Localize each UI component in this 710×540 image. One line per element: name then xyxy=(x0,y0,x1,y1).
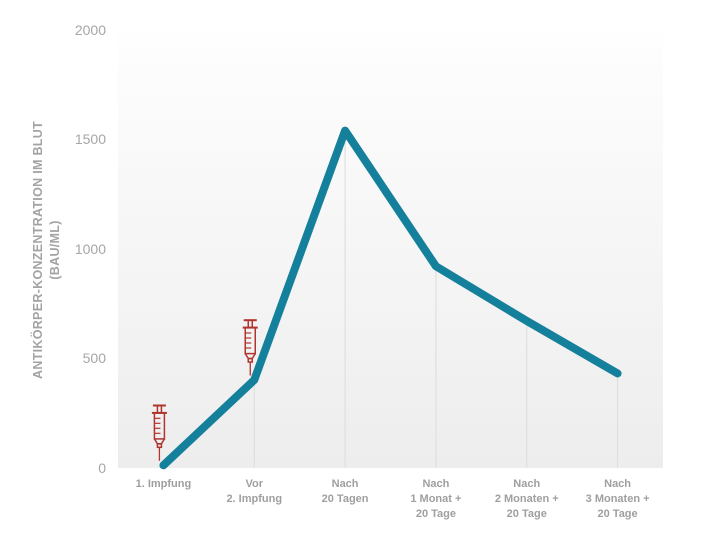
y-tick-label: 1000 xyxy=(74,240,106,257)
y-tick-label: 2000 xyxy=(74,22,106,38)
plot-area xyxy=(118,30,663,468)
antibody-line-series xyxy=(159,126,622,470)
x-category-label: 1. Impfung xyxy=(135,478,192,490)
syringe-icon xyxy=(151,404,167,461)
x-category-label: Nach 1 Monat + 20 Tage xyxy=(410,478,462,520)
x-category-label: Nach 20 Tagen xyxy=(321,478,369,505)
y-tick-label: 500 xyxy=(82,350,106,367)
x-category-label: Nach 2 Monaten + 20 Tage xyxy=(494,478,559,520)
syringe-part xyxy=(153,412,166,440)
syringe-part xyxy=(244,326,256,355)
y-tick-label: 1500 xyxy=(74,131,106,148)
x-category-label: Vor 2. Impfung xyxy=(226,478,283,505)
syringe-icon xyxy=(242,319,258,376)
y-tick-label: 0 xyxy=(98,459,106,476)
x-category-label: Nach 3 Monaten + 20 Tage xyxy=(585,478,650,520)
